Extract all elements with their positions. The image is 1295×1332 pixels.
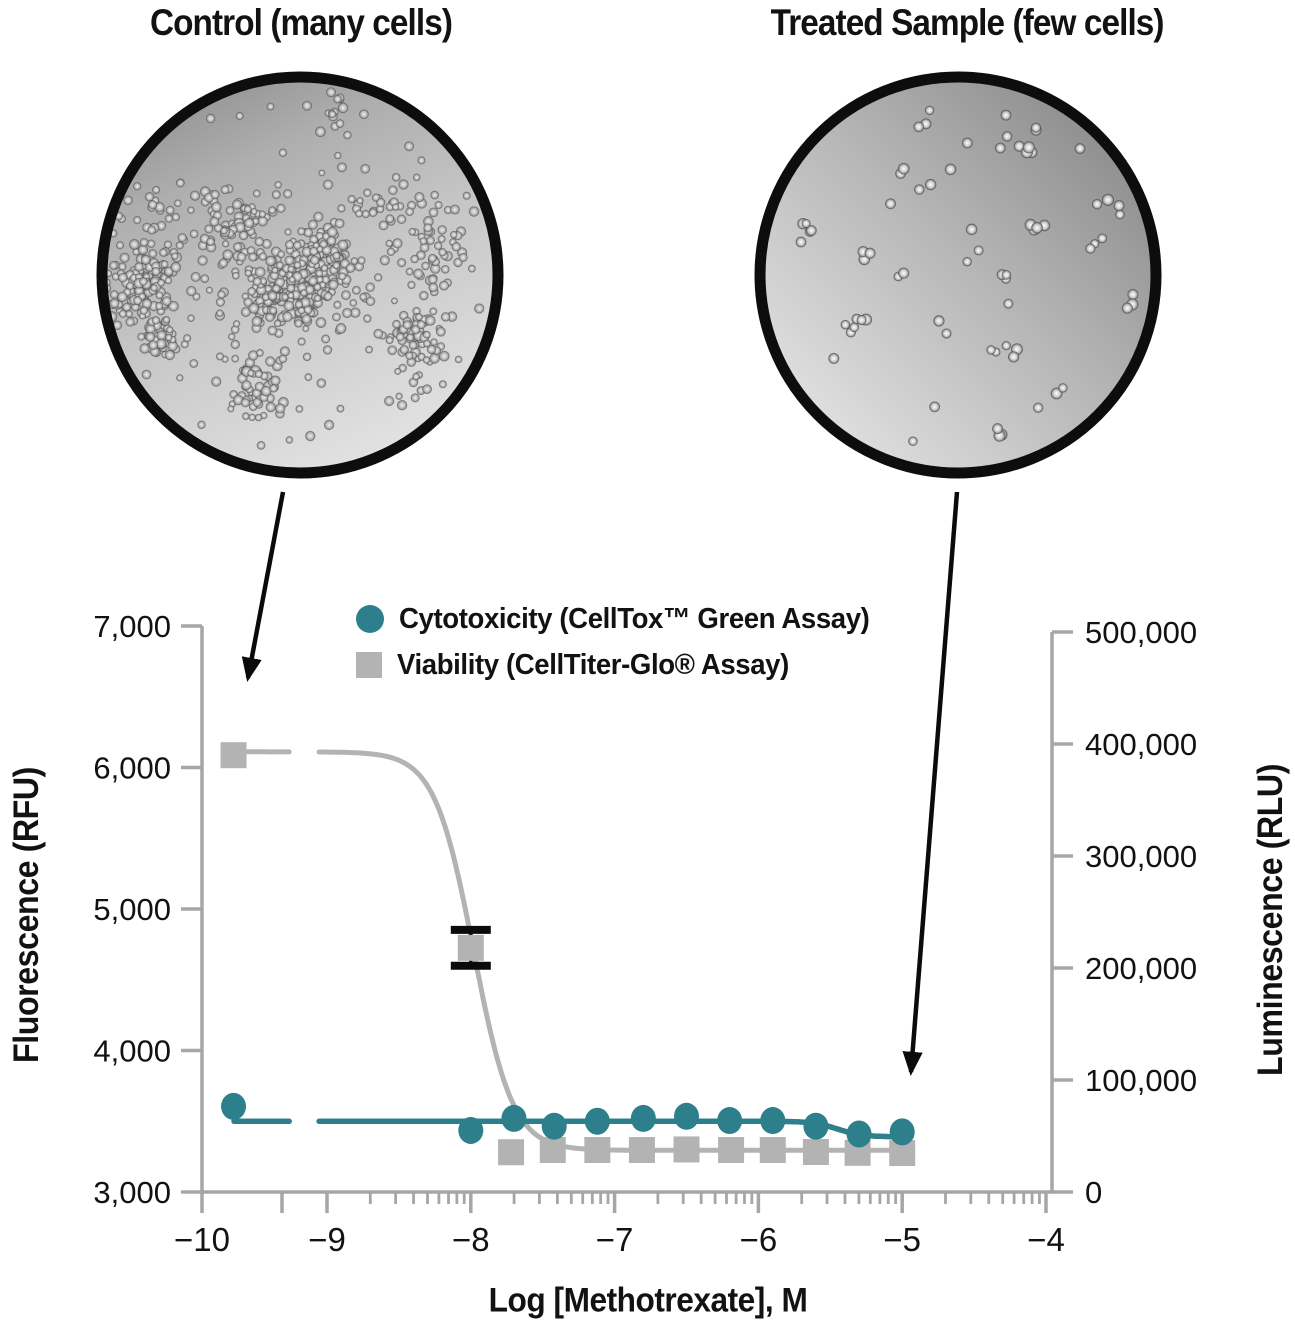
viability-point (584, 1137, 611, 1163)
cytotoxicity-point (541, 1112, 567, 1140)
viability-point (759, 1137, 786, 1163)
cytotoxicity-point (803, 1112, 829, 1140)
viability-point (628, 1137, 655, 1163)
x-tick-label: −6 (740, 1221, 778, 1258)
viability-points (220, 742, 916, 1167)
tick-marks (181, 624, 1073, 1213)
viability-point (802, 1139, 829, 1166)
y-right-tick-label: 400,000 (1085, 727, 1197, 762)
x-tick-label: −4 (1027, 1221, 1065, 1258)
fit-curve (231, 749, 914, 1153)
cytotoxicity-point (584, 1107, 610, 1135)
legend-item-viability: Viability (CellTiter-Glo® Assay) (356, 647, 894, 683)
micrograph-ring (96, 71, 504, 479)
cytotoxicity-point (760, 1107, 786, 1135)
cytotoxicity-point (846, 1120, 872, 1148)
control-arrow (241, 491, 286, 682)
y-right-tick-label: 100,000 (1085, 1063, 1197, 1098)
y-right-tick-label: 300,000 (1085, 839, 1197, 874)
cytotoxicity-point (221, 1092, 247, 1120)
control-micrograph (96, 71, 504, 479)
control-title: Control (many cells) (149, 2, 453, 43)
x-tick-label: −10 (174, 1221, 230, 1258)
legend-item-cytotoxicity: Cytotoxicity (CellTox™ Green Assay) (356, 601, 894, 637)
viability-point (498, 1139, 525, 1166)
x-axis-title: Log [Methotrexate], M (488, 1281, 808, 1320)
viability-marker-icon (356, 652, 382, 678)
x-tick-label: −5 (883, 1221, 921, 1258)
annotation-arrows (241, 491, 960, 1077)
cell-field (795, 105, 1139, 447)
cell-field (107, 87, 485, 450)
x-tick-label: −9 (308, 1221, 346, 1258)
y-left-tick-label: 5,000 (93, 892, 171, 927)
micrograph-ring (754, 71, 1162, 479)
cytotoxicity-point (630, 1104, 656, 1132)
cytotoxicity-marker-icon (356, 605, 384, 633)
y-right-tick-label: 0 (1085, 1175, 1102, 1210)
legend-label-cytotoxicity: Cytotoxicity (CellTox™ Green Assay) (399, 602, 870, 635)
tick-labels: 3,000 4,000 5,000 6,000 7,000 0 100,000 200,000… (93, 609, 1197, 1258)
left-axis-title: Fluorescence (RFU) (7, 767, 46, 1063)
treated-title: Treated Sample (few cells) (770, 2, 1165, 43)
cytotoxicity-point (889, 1118, 915, 1146)
chart-legend: Cytotoxicity (CellTox™ Green Assay) Viab… (356, 601, 894, 693)
cytotoxicity-point (717, 1107, 743, 1135)
treated-micrograph (754, 71, 1162, 479)
cytotoxicity-point (674, 1102, 699, 1130)
viability-point (718, 1137, 745, 1163)
cytotoxicity-point (458, 1116, 484, 1144)
y-right-tick-label: 500,000 (1085, 615, 1197, 650)
x-tick-label: −7 (596, 1221, 634, 1258)
treated-arrow (902, 491, 960, 1077)
y-right-tick-label: 200,000 (1085, 951, 1197, 986)
y-left-tick-label: 6,000 (93, 751, 171, 786)
right-axis-title: Luminescence (RLU) (1251, 764, 1290, 1076)
viability-point (673, 1136, 700, 1163)
cytotoxicity-points (221, 1092, 915, 1148)
y-left-tick-label: 3,000 (93, 1175, 171, 1210)
y-left-tick-label: 7,000 (93, 609, 171, 644)
y-left-tick-label: 4,000 (93, 1034, 171, 1069)
viability-point (539, 1137, 566, 1163)
viability-point (457, 934, 484, 961)
legend-label-viability: Viability (CellTiter-Glo® Assay) (397, 648, 789, 681)
viability-point (220, 742, 247, 769)
x-tick-label: −8 (452, 1221, 490, 1258)
cytotoxicity-point (501, 1104, 527, 1132)
